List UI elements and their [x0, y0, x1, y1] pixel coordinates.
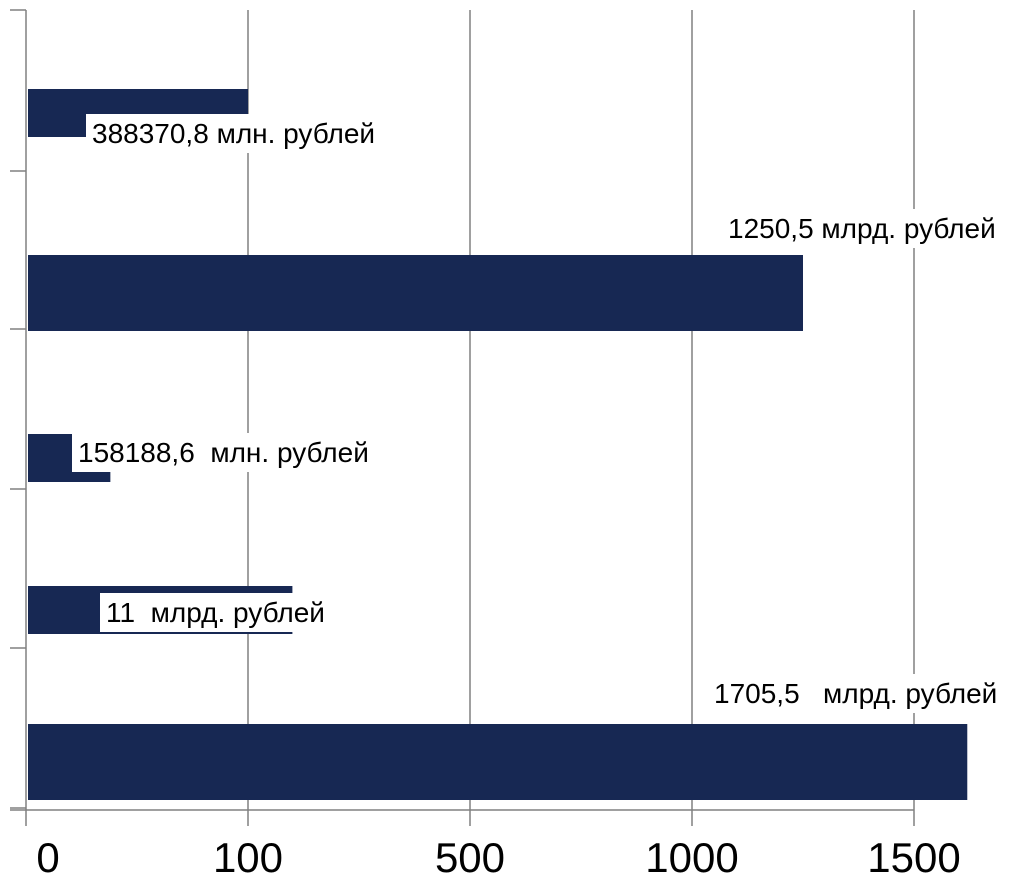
bar-5 [28, 724, 968, 800]
bar-label-1: 388370,8 млн. рублей [92, 118, 375, 149]
bar-label-backing-4 [100, 593, 331, 632]
bar-labels: 388370,8 млн. рублей 1250,5 млрд. рублей 1… [72, 114, 1004, 713]
bar-label-5: 1705,5 млрд. рублей [714, 678, 997, 709]
bar-label-backing-2 [722, 209, 1002, 248]
x-tick-label-0: 0 [36, 834, 59, 881]
bar-label-backing-3 [72, 433, 375, 472]
x-tick-labels: 0 100 500 1000 1500 [36, 834, 960, 881]
x-tick-label-4: 1500 [867, 834, 960, 881]
x-tick-label-3: 1000 [645, 834, 738, 881]
axes [10, 9, 915, 826]
bar-label-4: 11 млрд. рублей [106, 597, 325, 628]
bar-2 [28, 255, 803, 331]
bar-label-2: 1250,5 млрд. рублей [728, 213, 996, 244]
bar-label-backing-5 [708, 674, 1004, 713]
x-tick-label-2: 500 [435, 834, 505, 881]
bar-label-3: 158188,6 млн. рублей [78, 437, 369, 468]
x-tick-label-1: 100 [213, 834, 283, 881]
bar-label-backing-1 [86, 114, 382, 153]
